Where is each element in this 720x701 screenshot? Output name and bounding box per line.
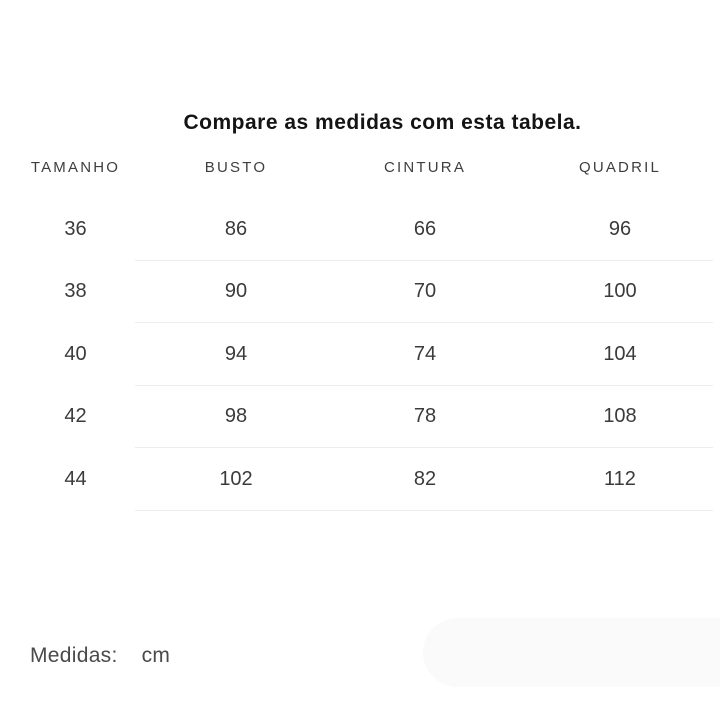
- measures-unit: cm: [141, 644, 171, 667]
- table-row: 36 86 66 96: [0, 198, 720, 261]
- cell-cintura: 82: [413, 467, 437, 490]
- row-divider: [135, 259, 713, 261]
- measures-note: Medidas: cm: [30, 644, 170, 668]
- page-title: Compare as medidas com esta tabela.: [183, 111, 582, 134]
- cell-quadril: 112: [604, 467, 636, 490]
- cell-quadril: 96: [608, 217, 632, 240]
- cell-busto: 86: [224, 217, 248, 240]
- measures-label: Medidas:: [30, 644, 118, 667]
- cell-tamanho: 44: [64, 467, 87, 490]
- row-divider: [135, 384, 713, 386]
- cell-tamanho: 36: [64, 217, 87, 240]
- column-header-busto: BUSTO: [204, 158, 268, 176]
- cell-cintura: 66: [413, 217, 437, 240]
- table-row: 40 94 74 104: [0, 323, 720, 386]
- table-header-row: TAMANHO BUSTO CINTURA QUADRIL: [0, 154, 720, 180]
- cell-busto: 98: [224, 405, 248, 428]
- table-row: 44 102 82 112: [0, 448, 720, 511]
- column-header-cintura: CINTURA: [383, 158, 467, 176]
- size-table: TAMANHO BUSTO CINTURA QUADRIL 36 86 66 9…: [0, 154, 720, 511]
- row-divider: [135, 322, 713, 323]
- cell-cintura: 74: [413, 342, 437, 365]
- cell-tamanho: 40: [64, 342, 87, 365]
- cell-quadril: 104: [603, 342, 637, 365]
- cell-cintura: 78: [413, 405, 437, 428]
- table-row: 42 98 78 108: [0, 386, 720, 448]
- cell-cintura: 70: [413, 280, 437, 303]
- column-header-quadril: QUADRIL: [578, 158, 662, 176]
- cell-tamanho: 38: [64, 280, 87, 303]
- table-row: 38 90 70 100: [0, 261, 720, 323]
- cell-busto: 102: [219, 467, 253, 490]
- cell-busto: 94: [224, 342, 248, 365]
- cell-tamanho: 42: [64, 405, 87, 428]
- column-header-tamanho: TAMANHO: [30, 158, 121, 176]
- row-divider: [135, 447, 713, 448]
- cell-quadril: 100: [603, 280, 637, 303]
- row-divider: [135, 509, 713, 511]
- cell-quadril: 108: [603, 405, 637, 428]
- cell-busto: 90: [224, 280, 248, 303]
- cutoff-pill-shape: [423, 618, 720, 687]
